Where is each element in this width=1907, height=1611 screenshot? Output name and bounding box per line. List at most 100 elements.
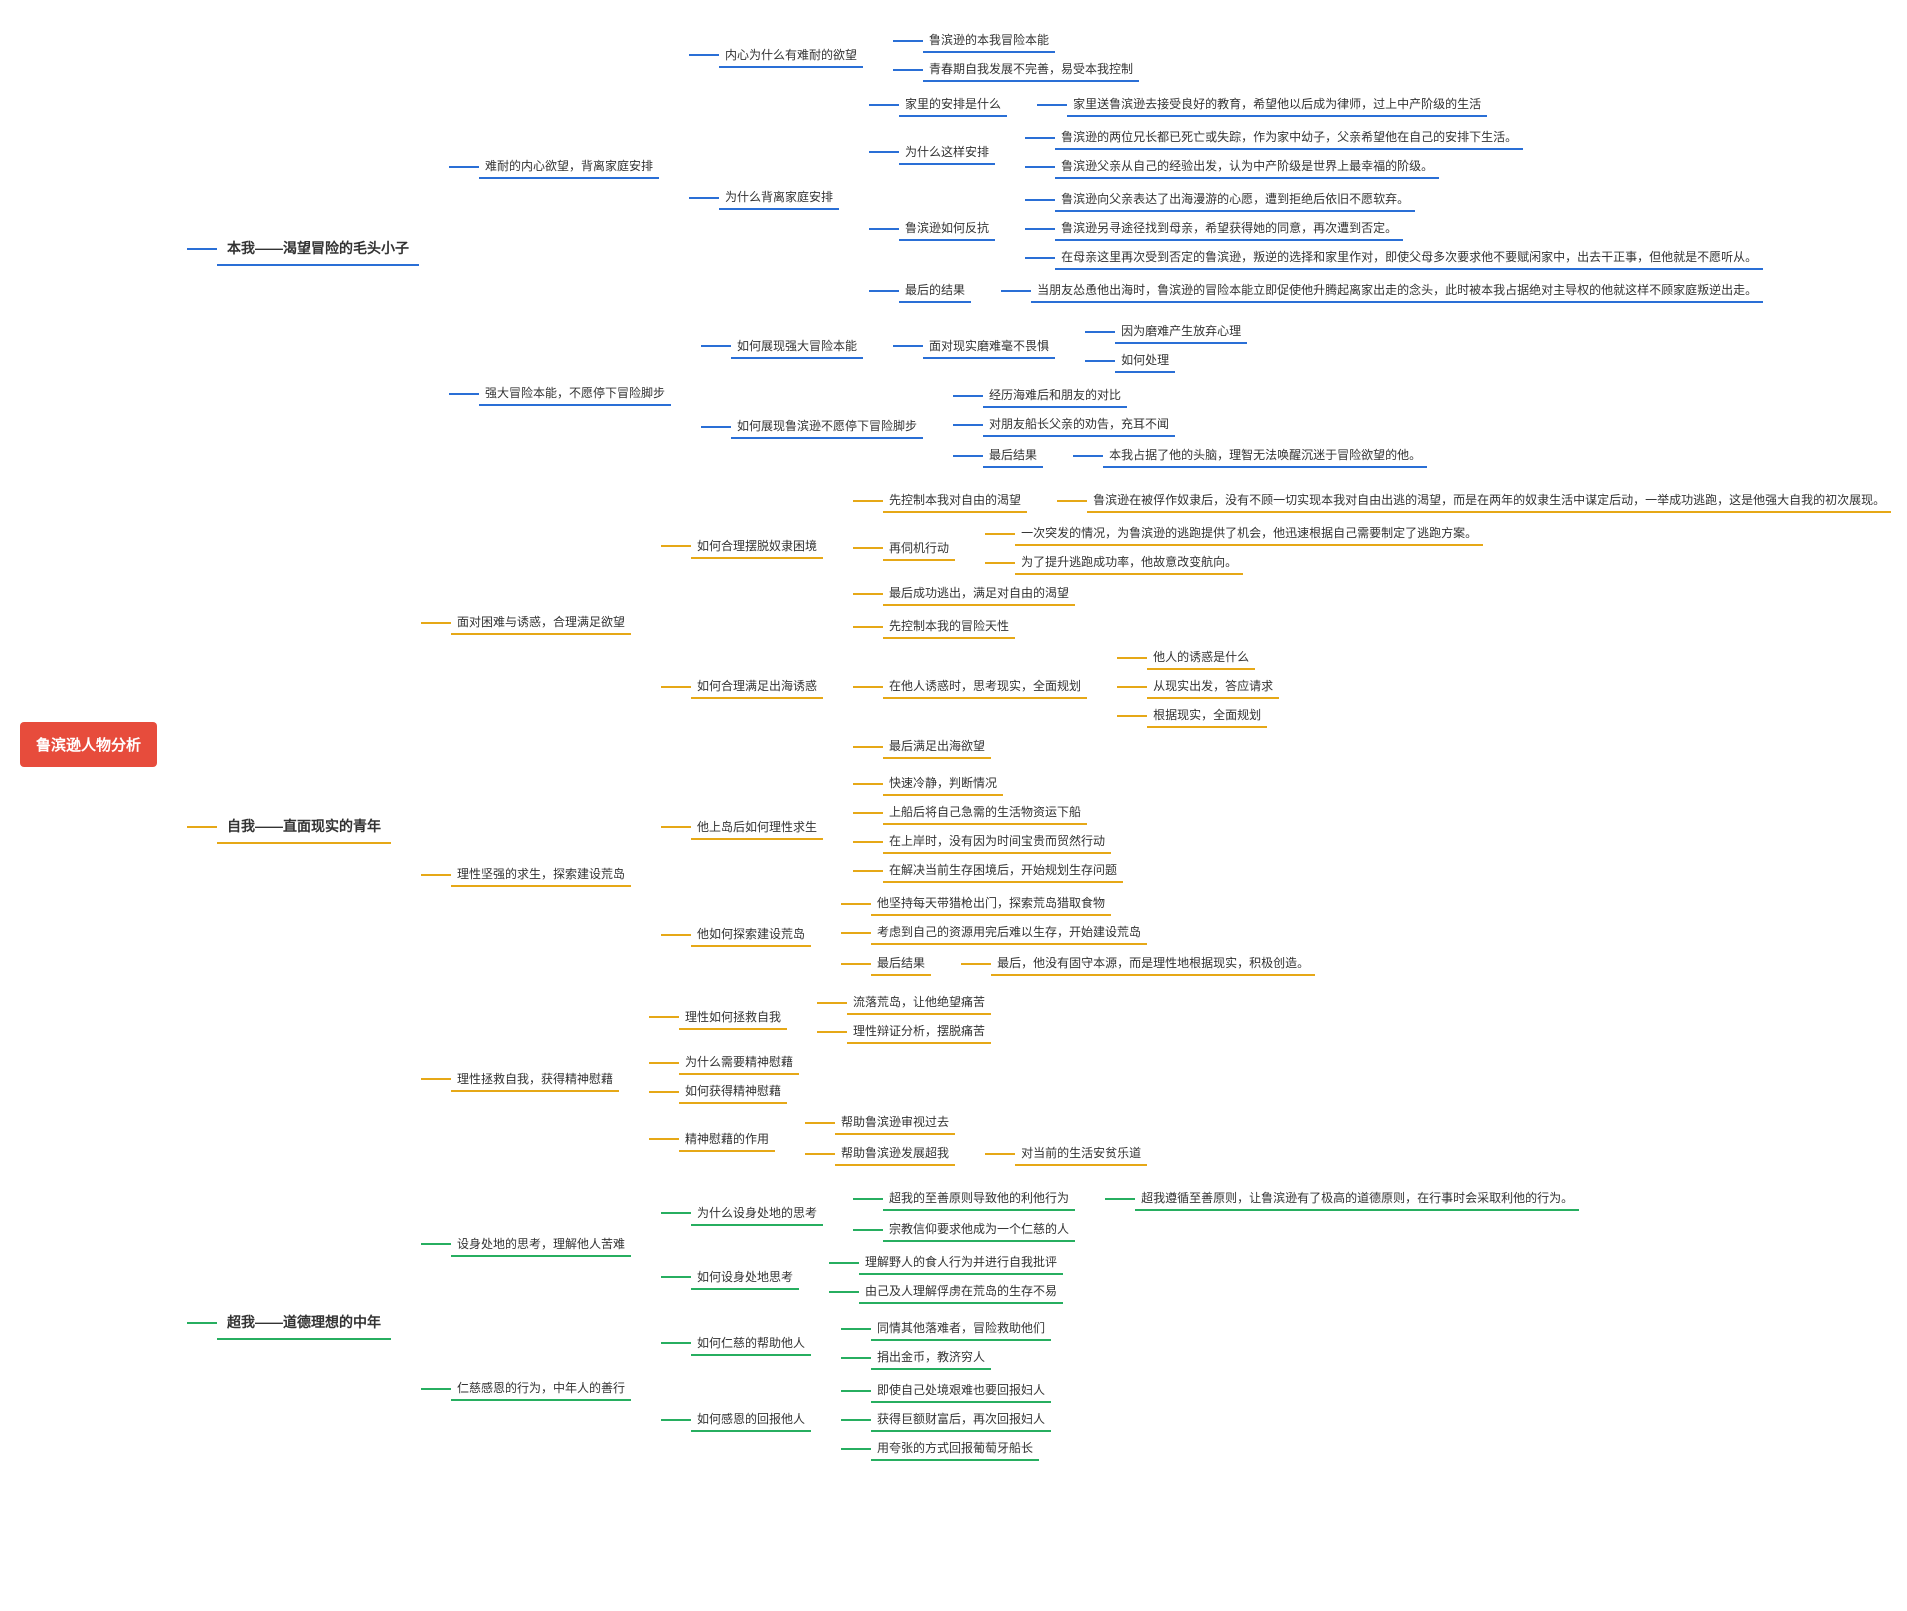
children: 一次突发的情况，为鲁滨逊的逃跑提供了机会，他迅速根据自己需要制定了逃跑方案。为了…: [985, 519, 1483, 577]
mindmap-node: 自我——直面现实的青年面对困难与诱惑，合理满足欲望如何合理摆脱奴隶困境先控制本我…: [187, 480, 1891, 1174]
mindmap-node: 在他人诱惑时，思考现实，全面规划他人的诱惑是什么从现实出发，答应请求根据现实，全…: [853, 643, 1279, 730]
mindmap-node: 如何仁慈的帮助他人同情其他落难者，冒险救助他们捐出金币，教济穷人: [661, 1314, 1051, 1372]
node-label: 仁慈感恩的行为，中年人的善行: [451, 1376, 631, 1401]
connector: [953, 424, 983, 426]
node-label: 本我占据了他的头脑，理智无法唤醒沉迷于冒险欲望的他。: [1103, 443, 1427, 468]
children: 先控制本我对自由的渴望鲁滨逊在被俘作奴隶后，没有不顾一切实现本我对自由出逃的渴望…: [853, 484, 1891, 608]
children: 他坚持每天带猎枪出门，探索荒岛猎取食物考虑到自己的资源用完后难以生存，开始建设荒…: [841, 889, 1315, 980]
node-label: 他上岛后如何理性求生: [691, 815, 823, 840]
mindmap-node: 如何感恩的回报他人 即使自己处境艰难也要回报妇人获得巨额财富后，再次回报妇人用夸张…: [661, 1376, 1051, 1463]
connector: [841, 903, 871, 905]
mindmap-node: 最后，他没有固守本源，而是理性地根据现实，积极创造。: [961, 951, 1315, 976]
connector: [1117, 686, 1147, 688]
connector: [187, 248, 217, 250]
mindmap-node: 难耐的内心欲望，背离家庭安排内心为什么有难耐的欲望鲁滨逊的本我冒险本能青春期自我…: [449, 24, 1763, 309]
mindmap-node: 本我——渴望冒险的毛头小子难耐的内心欲望，背离家庭安排内心为什么有难耐的欲望鲁滨…: [187, 22, 1891, 476]
connector: [869, 151, 899, 153]
connector: [449, 393, 479, 395]
children: 先控制本我的冒险天性在他人诱惑时，思考现实，全面规划他人的诱惑是什么从现实出发，…: [853, 612, 1279, 761]
children: 最后，他没有固守本源，而是理性地根据现实，积极创造。: [961, 949, 1315, 978]
connector: [1025, 257, 1055, 259]
connector: [1105, 1198, 1135, 1200]
children: 即使自己处境艰难也要回报妇人获得巨额财富后，再次回报妇人用夸张的方式回报葡萄牙船…: [841, 1376, 1051, 1463]
mindmap-node: 面对困难与诱惑，合理满足欲望如何合理摆脱奴隶困境先控制本我对自由的渴望鲁滨逊在被…: [421, 482, 1891, 763]
node-label: 强大冒险本能，不愿停下冒险脚步: [479, 381, 671, 406]
mindmap-node: 最后结果最后，他没有固守本源，而是理性地根据现实，积极创造。: [841, 949, 1315, 978]
node-label: 理解野人的食人行为并进行自我批评: [859, 1250, 1063, 1275]
connector: [853, 783, 883, 785]
node-label: 精神慰藉的作用: [679, 1127, 775, 1152]
connector: [869, 228, 899, 230]
node-label: 最后，他没有固守本源，而是理性地根据现实，积极创造。: [991, 951, 1315, 976]
node-label: 如何展现鲁滨逊不愿停下冒险脚步: [731, 414, 923, 439]
node-label: 为了提升逃跑成功率，他故意改变航向。: [1015, 550, 1243, 575]
mindmap-node: 先控制本我对自由的渴望鲁滨逊在被俘作奴隶后，没有不顾一切实现本我对自由出逃的渴望…: [853, 486, 1891, 515]
connector: [1057, 500, 1087, 502]
mindmap-node: 为什么设身处地的思考 超我的至善原则导致他的利他行为 超我遵循至善原则，让鲁滨逊有了…: [661, 1182, 1579, 1244]
connector: [853, 812, 883, 814]
node-label: 帮助鲁滨逊审视过去: [835, 1110, 955, 1135]
node-label: 先控制本我对自由的渴望: [883, 488, 1027, 513]
node-label: 理性拯救自我，获得精神慰藉: [451, 1067, 619, 1092]
node-label: 获得巨额财富后，再次回报妇人: [871, 1407, 1051, 1432]
mindmap-node: 在解决当前生存困境后，开始规划生存问题: [853, 858, 1123, 883]
node-label: 如何展现强大冒险本能: [731, 334, 863, 359]
mindmap-node: 为了提升逃跑成功率，他故意改变航向。: [985, 550, 1483, 575]
node-label: 鲁滨逊父亲从自己的经验出发，认为中产阶级是世界上最幸福的阶级。: [1055, 154, 1439, 179]
node-label: 为什么设身处地的思考: [691, 1201, 823, 1226]
connector: [1117, 657, 1147, 659]
mindmap-node: 他人的诱惑是什么: [1117, 645, 1279, 670]
connector: [953, 455, 983, 457]
node-label: 如何感恩的回报他人: [691, 1407, 811, 1432]
mindmap-node: 最后的结果当朋友怂恿他出海时，鲁滨逊的冒险本能立即促使他升腾起离家出走的念头，此…: [869, 276, 1763, 305]
connector: [841, 1390, 871, 1392]
connector: [649, 1138, 679, 1140]
node-label: 超我的至善原则导致他的利他行为: [883, 1186, 1075, 1211]
mindmap-node: 超我遵循至善原则，让鲁滨逊有了极高的道德原则，在行事时会采取利他的行为。: [1105, 1186, 1579, 1211]
connector: [893, 69, 923, 71]
mindmap-node: 鲁滨逊向父亲表达了出海漫游的心愿，遭到拒绝后依旧不愿软弃。: [1025, 187, 1763, 212]
mindmap-node: 面对现实磨难毫不畏惧因为磨难产生放弃心理如何处理: [893, 317, 1247, 375]
node-label: 经历海难后和朋友的对比: [983, 383, 1127, 408]
connector: [421, 1243, 451, 1245]
mindmap-node: 鲁滨逊的两位兄长都已死亡或失踪，作为家中幼子，父亲希望他在自己的安排下生活。: [1025, 125, 1523, 150]
node-label: 在解决当前生存困境后，开始规划生存问题: [883, 858, 1123, 883]
connector: [1001, 290, 1031, 292]
mindmap-node: 理性如何拯救自我流落荒岛，让他绝望痛苦理性辩证分析，摆脱痛苦: [649, 988, 1147, 1046]
mindmap-node: 在母亲这里再次受到否定的鲁滨逊，叛逆的选择和家里作对，即使父母多次要求他不要赋闲…: [1025, 245, 1763, 270]
mindmap-node: 鲁滨逊另寻途径找到母亲，希望获得她的同意，再次遭到否定。: [1025, 216, 1763, 241]
connector: [805, 1122, 835, 1124]
node-label: 在上岸时，没有因为时间宝贵而贸然行动: [883, 829, 1111, 854]
mindmap-node: 如何处理: [1085, 348, 1247, 373]
connector: [829, 1291, 859, 1293]
node-label: 当朋友怂恿他出海时，鲁滨逊的冒险本能立即促使他升腾起离家出走的念头，此时被本我占…: [1031, 278, 1763, 303]
node-label: 理性如何拯救自我: [679, 1005, 787, 1030]
mindmap-node: 设身处地的思考，理解他人苦难为什么设身处地的思考超我的至善原则导致他的利他行为超…: [421, 1180, 1579, 1308]
node-label: 鲁滨逊如何反抗: [899, 216, 995, 241]
node-label: 超我遵循至善原则，让鲁滨逊有了极高的道德原则，在行事时会采取利他的行为。: [1135, 1186, 1579, 1211]
mindmap-node: 帮助鲁滨逊审视过去: [805, 1110, 1147, 1135]
children: 难耐的内心欲望，背离家庭安排内心为什么有难耐的欲望鲁滨逊的本我冒险本能青春期自我…: [449, 22, 1763, 476]
mindmap-node: 家里送鲁滨逊去接受良好的教育，希望他以后成为律师，过上中产阶级的生活: [1037, 92, 1487, 117]
mindmap-node: 他如何探索建设荒岛他坚持每天带猎枪出门，探索荒岛猎取食物考虑到自己的资源用完后难…: [661, 889, 1315, 980]
node-label: 难耐的内心欲望，背离家庭安排: [479, 154, 659, 179]
mindmap-node: 快速冷静，判断情况: [853, 771, 1123, 796]
mindmap-node: 对当前的生活安贫乐道: [985, 1141, 1147, 1166]
mindmap-node: 理性辩证分析，摆脱痛苦: [817, 1019, 991, 1044]
connector: [869, 104, 899, 106]
connector: [985, 1153, 1015, 1155]
children: 经历海难后和朋友的对比对朋友船长父亲的劝告，充耳不闻最后结果本我占据了他的头脑，…: [953, 381, 1427, 472]
connector: [701, 426, 731, 428]
connector: [853, 686, 883, 688]
connector: [1117, 715, 1147, 717]
connector: [805, 1153, 835, 1155]
connector: [985, 562, 1015, 564]
node-label: 最后结果: [983, 443, 1043, 468]
node-label: 先控制本我的冒险天性: [883, 614, 1015, 639]
connector: [841, 932, 871, 934]
node-label: 从现实出发，答应请求: [1147, 674, 1279, 699]
connector: [853, 841, 883, 843]
mindmap-node: 鲁滨逊父亲从自己的经验出发，认为中产阶级是世界上最幸福的阶级。: [1025, 154, 1523, 179]
mindmap-node: 根据现实，全面规划: [1117, 703, 1279, 728]
mindmap-node: 最后成功逃出，满足对自由的渴望: [853, 581, 1891, 606]
